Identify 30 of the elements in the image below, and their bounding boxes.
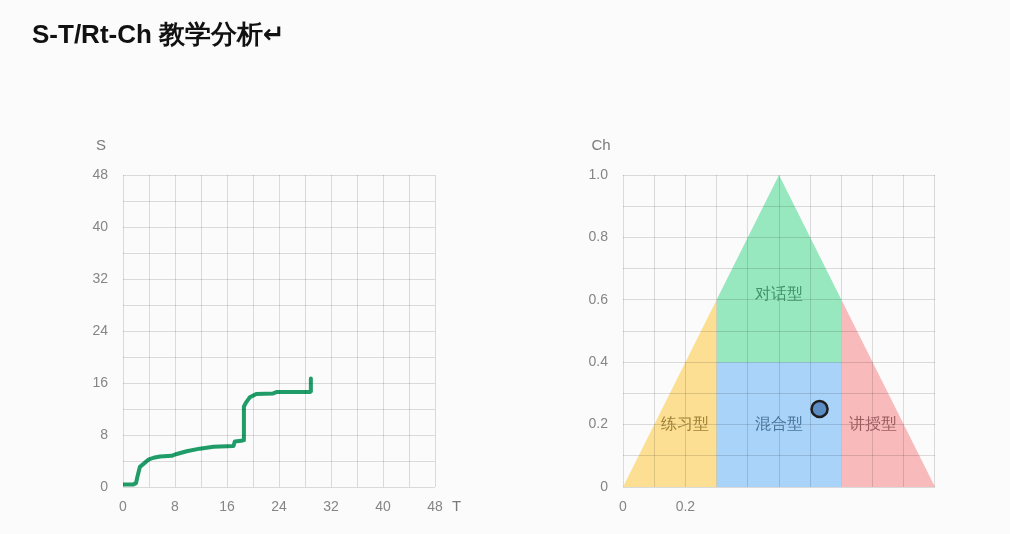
x-tick-label: 32	[323, 498, 339, 515]
series-label: 对话型	[755, 283, 803, 303]
x-tick-label: 40	[375, 498, 391, 515]
x-tick-label: 8	[171, 498, 180, 515]
y-tick-label: 24	[92, 321, 109, 338]
x-tick-label: 24	[271, 498, 287, 515]
series-label: 讲授型	[848, 413, 897, 433]
x-tick-label: 16	[219, 498, 235, 515]
y-tick-label: 8	[100, 425, 109, 442]
x-tick-label: 48	[427, 498, 443, 515]
y-tick-label: 48	[92, 165, 109, 182]
x-tick-label: 0	[619, 498, 628, 515]
y-tick-label: 0	[100, 477, 109, 494]
y-axis-title: S	[95, 136, 107, 154]
y-tick-label: 40	[92, 217, 109, 234]
x-tick-label: 0	[119, 498, 128, 515]
series-label: 练习型	[661, 413, 710, 433]
y-axis-title: Ch	[591, 136, 611, 154]
y-tick-label: 32	[92, 269, 109, 286]
series-label: 混合型	[755, 413, 803, 433]
y-tick-label: 0.8	[588, 228, 609, 245]
y-tick-label: 0	[600, 477, 609, 494]
y-tick-label: 1.0	[588, 165, 609, 182]
y-tick-label: 0.6	[588, 290, 609, 307]
chart-title: S-T/Rt-Ch 教学分析↵	[32, 18, 285, 51]
y-tick-label: 0.2	[588, 415, 609, 432]
x-axis-title: T	[452, 497, 462, 515]
x-tick-label: 0.2	[675, 498, 696, 515]
y-tick-label: 16	[92, 373, 109, 390]
y-tick-label: 0.4	[588, 353, 609, 370]
